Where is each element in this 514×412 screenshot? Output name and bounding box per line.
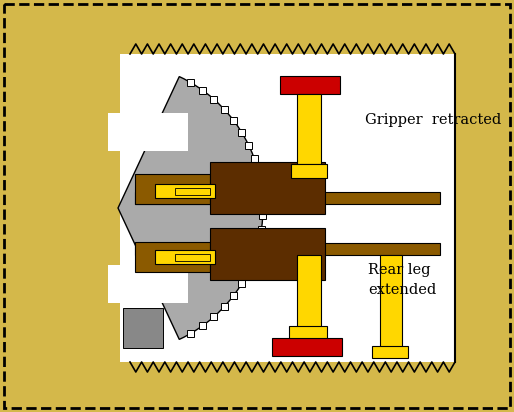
Bar — [450, 4, 510, 408]
Bar — [4, 4, 119, 408]
Bar — [251, 155, 258, 162]
Bar — [210, 228, 325, 280]
Bar — [199, 322, 206, 329]
Bar — [199, 87, 206, 94]
Bar — [4, 360, 510, 408]
Bar — [230, 292, 237, 299]
Bar — [260, 197, 266, 204]
Bar — [260, 212, 266, 219]
Bar — [135, 243, 440, 255]
Bar — [210, 162, 325, 214]
Bar — [4, 4, 510, 54]
Bar — [238, 129, 245, 136]
Bar — [255, 169, 262, 176]
Bar — [238, 280, 245, 287]
Bar — [135, 192, 440, 204]
Wedge shape — [118, 77, 263, 339]
Text: Rear leg
extended: Rear leg extended — [368, 263, 436, 297]
Bar — [297, 255, 321, 330]
Bar — [289, 326, 327, 340]
Bar — [245, 142, 252, 149]
Bar — [245, 267, 252, 274]
Bar — [120, 54, 455, 362]
Bar — [187, 330, 194, 337]
Bar — [272, 338, 342, 356]
Bar — [258, 226, 265, 233]
Bar — [255, 240, 262, 247]
Bar — [187, 79, 194, 86]
Bar — [155, 184, 215, 198]
Bar — [175, 254, 210, 261]
Bar — [123, 308, 163, 348]
Bar — [291, 164, 327, 178]
Bar — [210, 313, 217, 320]
Bar — [230, 117, 237, 124]
Bar — [251, 254, 258, 261]
Bar — [108, 113, 188, 151]
Bar — [380, 255, 402, 350]
Bar — [221, 303, 228, 310]
Bar — [108, 265, 188, 303]
Bar — [135, 174, 210, 204]
Bar — [297, 94, 321, 164]
Bar — [258, 183, 265, 190]
Bar — [135, 242, 210, 272]
Bar — [221, 106, 228, 113]
Bar — [210, 96, 217, 103]
Bar — [175, 188, 210, 195]
Bar — [372, 346, 408, 358]
Text: Gripper  retracted: Gripper retracted — [365, 113, 501, 127]
Bar — [155, 250, 215, 264]
Bar — [280, 76, 340, 94]
